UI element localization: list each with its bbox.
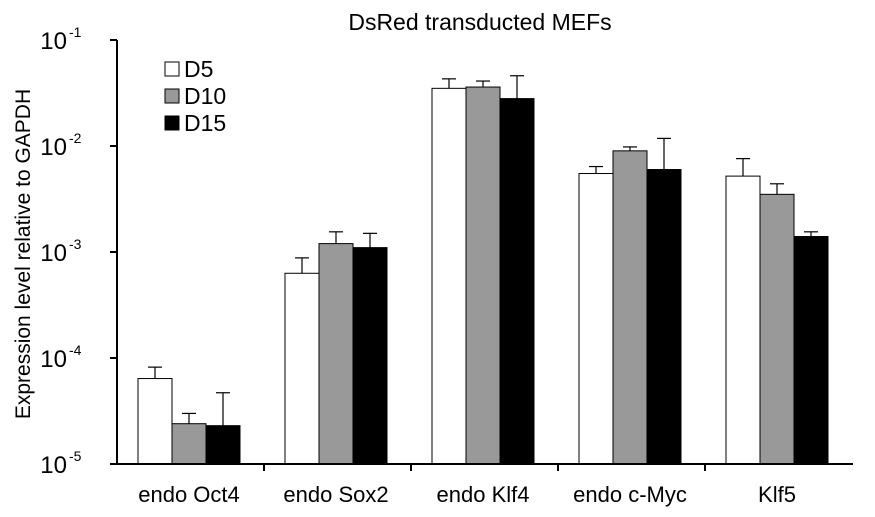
bar-d15 — [205, 425, 241, 465]
y-tick-label: 10 — [40, 28, 67, 55]
x-tick-label: endo Klf4 — [437, 482, 530, 507]
y-tick-label: 10 — [40, 240, 67, 267]
plot-area — [137, 75, 829, 465]
legend-label: D5 — [184, 56, 213, 82]
y-tick-label: 10 — [40, 134, 67, 161]
legend-swatch — [164, 115, 180, 131]
bar-d5 — [578, 173, 614, 465]
y-tick-exponent: -2 — [69, 130, 82, 146]
bar-d5 — [431, 87, 467, 465]
bar-d10 — [318, 243, 354, 465]
legend-label: D10 — [184, 83, 226, 109]
bar-d5 — [284, 272, 320, 465]
legend-swatch — [164, 61, 180, 77]
y-tick-exponent: -1 — [69, 24, 82, 40]
bar-d10 — [171, 423, 207, 465]
y-tick-exponent: -4 — [69, 342, 82, 358]
y-tick-label: 10 — [40, 452, 67, 479]
bar-d15 — [793, 236, 829, 465]
y-tick-exponent: -3 — [69, 236, 82, 252]
bar-d5 — [137, 378, 173, 465]
x-tick-label: Klf5 — [758, 482, 796, 507]
y-tick-exponent: -5 — [69, 448, 82, 464]
bar-d10 — [612, 150, 648, 465]
legend-label: D15 — [184, 110, 226, 136]
x-tick-label: endo Sox2 — [283, 482, 388, 507]
bar-d15 — [352, 247, 388, 465]
y-tick-label: 10 — [40, 346, 67, 373]
y-axis-label: Expression level relative to GAPDH — [12, 89, 35, 419]
bar-d10 — [465, 86, 501, 465]
x-tick-label: endo c-Myc — [573, 482, 687, 507]
bar-d15 — [499, 98, 535, 465]
x-tick-label: endo Oct4 — [138, 482, 240, 507]
bar-d10 — [759, 193, 795, 465]
x-axis-labels: endo Oct4 endo Sox2 endo Klf4 endo c-Myc Klf… — [138, 464, 796, 507]
bar-d5 — [725, 175, 761, 465]
chart-title: DsRed transducted MEFs — [348, 9, 611, 35]
y-axis-ticks: 10-110-210-310-410-5 — [40, 24, 117, 479]
bar-d15 — [646, 169, 682, 465]
legend-swatch — [164, 88, 180, 104]
